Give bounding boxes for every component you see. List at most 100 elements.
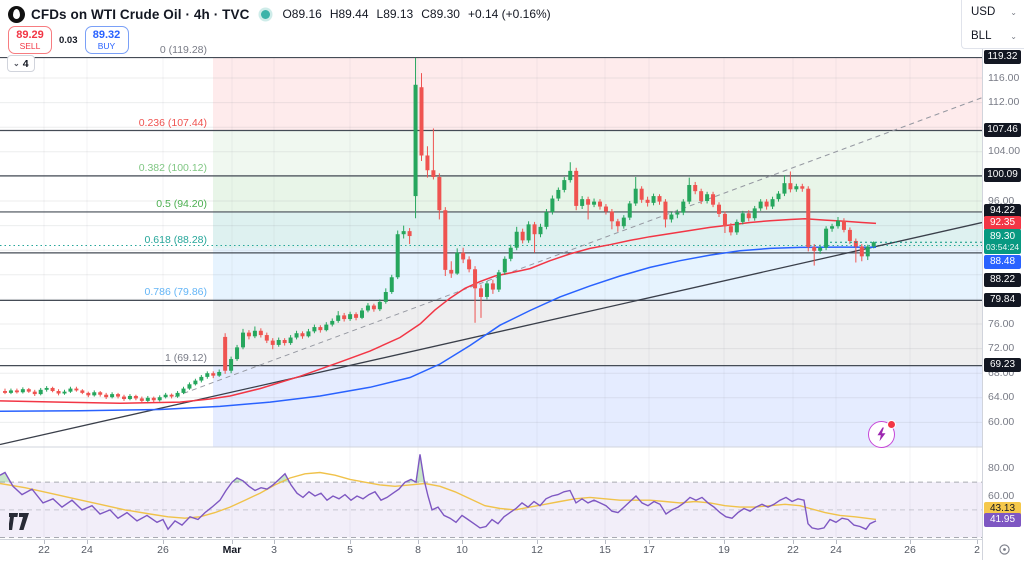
symbol-logo-icon <box>8 5 25 23</box>
candle-body <box>508 247 513 259</box>
buy-label: BUY <box>97 40 116 51</box>
time-axis-label: 26 <box>157 544 169 556</box>
candle-body <box>318 327 323 331</box>
price-badge-43.13: 43.13 <box>984 501 1021 516</box>
time-axis-label: 12 <box>531 544 543 556</box>
rsi-overbought-fill <box>232 478 245 483</box>
candle-body <box>841 220 846 230</box>
candle-body <box>728 226 733 233</box>
indicator-count: 4 <box>22 57 29 70</box>
candle-body <box>235 347 240 360</box>
candle-body <box>211 373 216 376</box>
candle-body <box>38 389 43 395</box>
time-axis-label: 15 <box>599 544 611 556</box>
candle-body <box>389 277 394 293</box>
candle-body <box>122 396 126 400</box>
candle-body <box>437 177 442 211</box>
time-axis-label: 19 <box>718 544 730 556</box>
candle-body <box>74 388 79 391</box>
candle-body <box>443 210 448 270</box>
candle-body <box>473 269 478 289</box>
quick-trade-lightning-button[interactable] <box>868 420 896 448</box>
candle-body <box>151 397 156 401</box>
fib-level-label: 0 (119.28) <box>159 43 207 56</box>
chevron-down-icon: ⌄ <box>1010 31 1017 41</box>
unit-dropdown[interactable]: BLL ⌄ <box>962 24 1024 48</box>
time-axis-label: 5 <box>347 544 353 556</box>
symbol-title[interactable]: CFDs on WTI Crude Oil · 4h · TVC <box>31 6 250 22</box>
time-axis-label: 22 <box>38 544 50 556</box>
candle-body <box>365 305 370 311</box>
trade-panel: 89.29 SELL 0.03 89.32 BUY <box>8 26 129 54</box>
buy-price: 89.32 <box>92 28 121 41</box>
candle-body <box>300 333 305 337</box>
price-axis-label: 116.00 <box>988 71 1020 84</box>
price-scale[interactable]: 116.00 112.00 104.00 96.00 76.00 72.00 68.00 64… <box>982 0 1024 539</box>
price-badge-69.23: 69.23 <box>984 358 1021 373</box>
time-axis-label: 3 <box>271 544 277 556</box>
candle-body <box>127 395 132 400</box>
candle-body <box>330 320 335 325</box>
price-badge-41.95: 41.95 <box>984 513 1021 528</box>
time-axis[interactable]: 22 24 26 Mar 3 5 8 10 12 15 17 19 22 24 26 2 <box>0 539 1024 561</box>
candle-body <box>252 330 257 337</box>
market-status-icon[interactable] <box>261 9 271 19</box>
time-tick <box>537 540 538 544</box>
price-chart-canvas[interactable] <box>0 0 982 539</box>
time-tick <box>350 540 351 544</box>
price-axis-label: 76.00 <box>988 317 1015 330</box>
candle-body <box>205 373 210 377</box>
time-axis-label: 17 <box>643 544 655 556</box>
candle-body <box>502 258 507 273</box>
candle-body <box>663 201 668 220</box>
candle-body <box>306 331 311 337</box>
candle-body <box>68 388 73 392</box>
countdown-timer: 03:54:24 <box>985 241 1020 252</box>
axis-settings-corner[interactable] <box>982 539 1024 560</box>
candle-body <box>687 185 692 202</box>
candle-body <box>44 387 49 390</box>
collapsed-indicators-chip[interactable]: ⌄ 4 <box>7 55 35 72</box>
price-axis-label: 104.00 <box>988 145 1021 158</box>
fib-band <box>213 175 982 213</box>
candle-body <box>354 314 359 318</box>
candle-body <box>145 397 150 401</box>
fib-level-label: 0.786 (79.86) <box>144 286 207 299</box>
candle-body <box>794 186 799 190</box>
candle-body <box>86 392 91 396</box>
candle-body <box>836 220 840 227</box>
candle-body <box>764 201 769 207</box>
fib-band <box>213 212 982 249</box>
buy-button[interactable]: 89.32 BUY <box>84 26 129 54</box>
currency-dropdown[interactable]: USD ⌄ <box>962 0 1024 24</box>
candle-body <box>14 390 19 393</box>
price-axis-label: 80.00 <box>988 461 1015 474</box>
time-axis-label: 10 <box>456 544 468 556</box>
candle-body <box>62 391 67 394</box>
candle-body <box>627 203 632 218</box>
candle-body <box>294 333 299 338</box>
fib-band <box>213 248 982 301</box>
tradingview-logo[interactable] <box>9 513 30 530</box>
sell-button[interactable]: 89.29 SELL <box>8 26 52 54</box>
candle-body <box>526 224 531 241</box>
candle-body <box>705 194 710 201</box>
candle-body <box>419 87 424 156</box>
candle-body <box>401 231 406 235</box>
candle-body <box>92 392 97 396</box>
price-badge-88.48: 88.48 <box>984 254 1021 269</box>
time-tick <box>418 540 419 544</box>
candle-body <box>264 335 269 341</box>
candle-body <box>788 183 793 190</box>
candle-body <box>568 170 573 181</box>
fib-band <box>213 57 982 131</box>
fib-level-label: 1 (69.12) <box>164 352 207 365</box>
price-badge-107.46: 107.46 <box>984 123 1021 138</box>
candle-body <box>603 206 608 212</box>
candle-body <box>3 391 7 393</box>
candle-body <box>770 199 775 207</box>
candle-body <box>758 201 763 209</box>
candle-body <box>425 155 430 171</box>
candle-body <box>104 394 109 398</box>
candle-body <box>50 387 55 392</box>
